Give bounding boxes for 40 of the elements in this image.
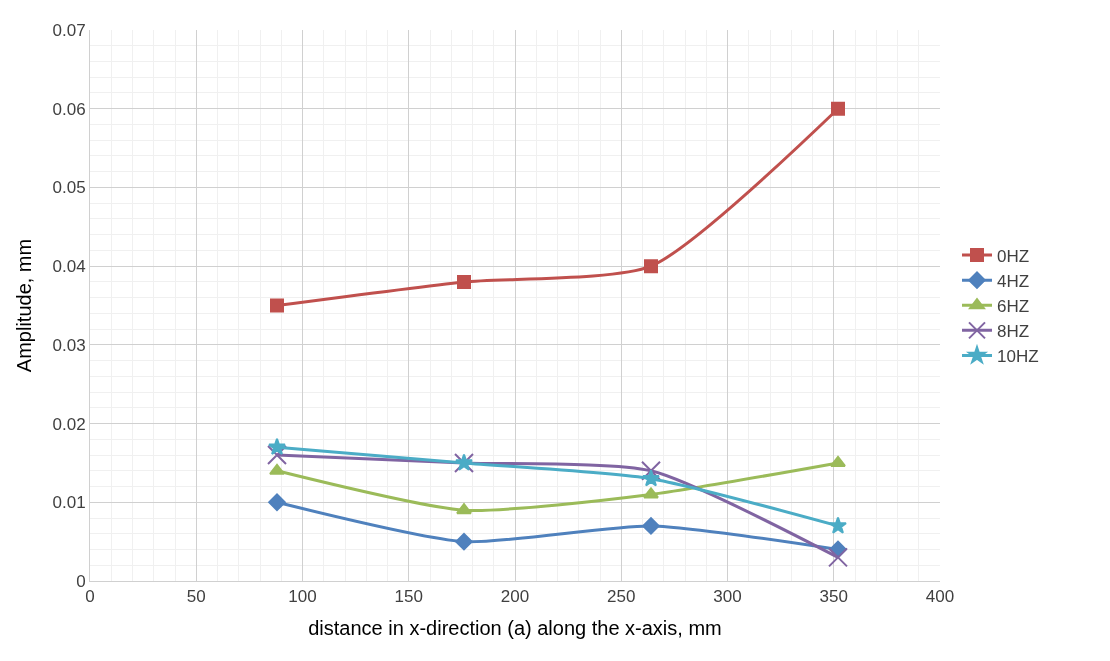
point — [642, 469, 660, 487]
y-tick-label: 0.01 — [52, 493, 86, 513]
legend-label: 0HZ — [997, 246, 1030, 266]
y-tick-label: 0.05 — [52, 178, 86, 198]
x-tick-label: 400 — [925, 587, 955, 607]
y-tick-label: 0.04 — [52, 257, 86, 277]
legend-label: 8HZ — [997, 321, 1030, 341]
point — [268, 437, 286, 455]
point — [831, 101, 845, 116]
point — [828, 547, 848, 568]
legend-label: 4HZ — [997, 271, 1030, 291]
y-tick-label: 0.02 — [52, 414, 86, 434]
point — [830, 455, 846, 467]
y-tick-label: 0.03 — [52, 335, 86, 355]
x-tick-label: 100 — [288, 587, 317, 607]
x-tick-label: 250 — [607, 587, 636, 607]
point — [269, 463, 285, 475]
point — [455, 532, 473, 551]
y-tick-label: 0 — [76, 571, 86, 591]
point — [641, 460, 661, 481]
x-tick-label: 300 — [713, 587, 742, 607]
point — [643, 487, 659, 499]
x-tick-label: 50 — [186, 587, 206, 607]
point — [457, 274, 471, 289]
x-tick-label: 150 — [394, 587, 423, 607]
point — [267, 445, 287, 466]
point — [456, 503, 472, 515]
legend-label: 6HZ — [997, 296, 1030, 316]
legend-label: 10HZ — [997, 347, 1039, 367]
x-tick-label: 200 — [500, 587, 530, 607]
y-axis-title: Amplitude, mm — [13, 238, 36, 373]
point — [644, 259, 658, 274]
point — [642, 517, 660, 535]
x-tick-label: 350 — [819, 587, 848, 607]
point — [829, 516, 847, 534]
y-tick-label: 0.06 — [52, 99, 86, 119]
x-axis-title: distance in x-direction (a) along the x-axis, mm — [308, 616, 722, 639]
point — [270, 298, 284, 313]
point — [268, 493, 286, 512]
y-tick-label: 0.07 — [52, 20, 86, 40]
